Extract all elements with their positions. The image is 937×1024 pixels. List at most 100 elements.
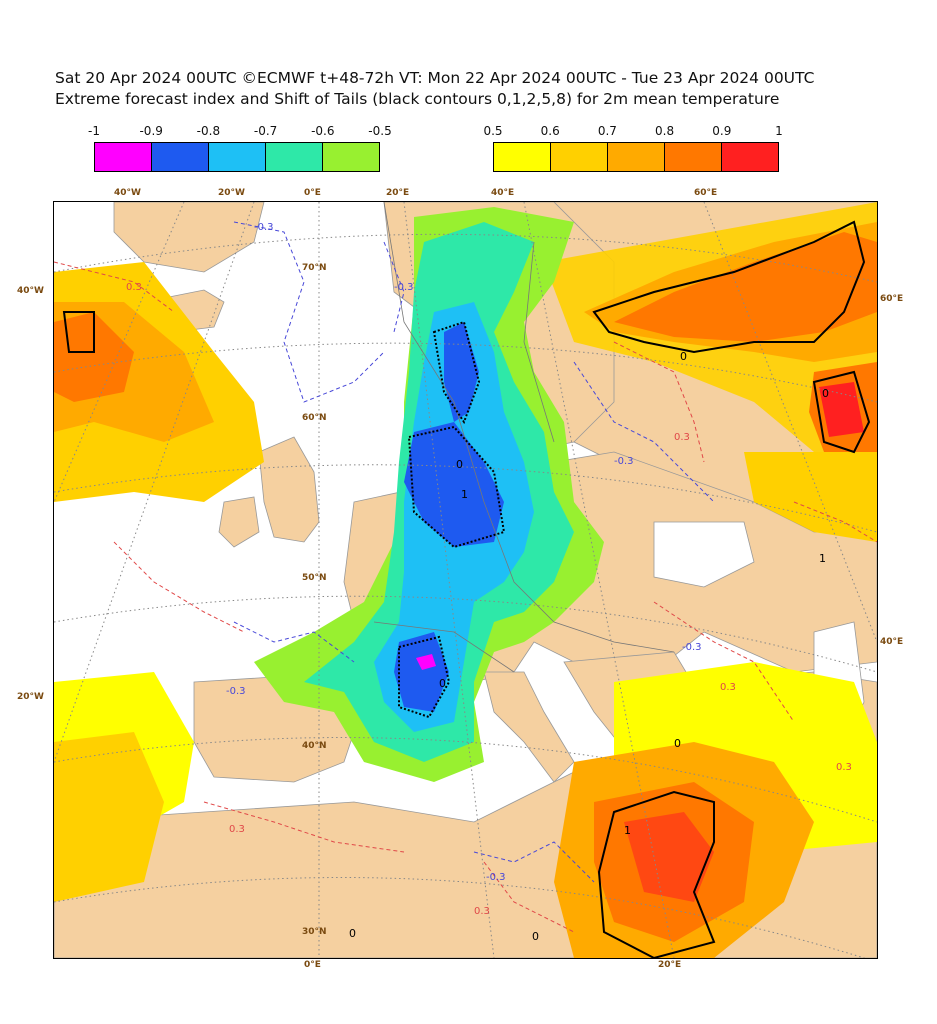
efi-labels: -0.3 -0.3 -0.3 -0.3 0.3 0.3 0.3 -0.3 -0.… [126,222,852,917]
sot-label: 1 [461,488,468,501]
legend-color-swatch [323,143,379,171]
title-line-2: Extreme forecast index and Shift of Tail… [55,90,780,108]
efi-contour-negative [233,621,355,663]
top-axis-label: 0°E [304,188,321,198]
sot-label: 0 [680,350,687,363]
efi-contour-positive [54,261,175,313]
warm-area-libya-egypt [624,812,714,902]
legend-tick-label: 0.6 [540,124,560,138]
legend-tick-label: -0.6 [311,124,335,138]
efi-label: -0.3 [614,456,634,467]
legend-tick-label: 0.5 [483,124,503,138]
efi-label: 0.3 [229,824,245,835]
legend-color-swatch [209,143,266,171]
efi-contour-negative [383,241,405,333]
top-axis-label: 20°W [218,188,245,198]
efi-label: 0.3 [720,682,736,693]
greenland [113,202,265,273]
efi-label: -0.3 [226,686,246,697]
borders [373,202,675,673]
efi-contour-positive [483,861,575,933]
efi-label: 0.3 [674,432,690,443]
top-axis-label: 40°E [491,188,515,198]
warm-legend-bar [493,142,779,172]
efi-map: 0 0 0 1 1 0 0 0 1 0 -0.3 -0.3 -0.3 -0.3 … [53,201,878,959]
graticule [54,202,877,958]
italy-land [483,671,575,783]
legend-tick-label: -1 [88,124,100,138]
sot-contour [592,220,866,354]
efi-label: -0.3 [394,282,414,293]
legend-color-swatch [665,143,722,171]
legend-tick-label: 0.7 [597,124,617,138]
left-axis-label: 20°W [17,692,44,702]
efi-contour-positive [653,601,795,723]
sot-contour [62,311,95,353]
uk-island [258,436,320,543]
warm-area-central-asia [744,452,877,542]
sot-label: 0 [674,737,681,750]
sot-label: 0 [439,677,446,690]
top-axis-label: 60°E [694,188,718,198]
warm-anomaly-areas [54,202,877,958]
efi-contour-negative [473,841,595,883]
sot-label: 1 [819,552,826,565]
sot-contour [398,635,451,719]
efi-label: -0.3 [254,222,274,233]
sot-label: 0 [822,387,829,400]
efi-label: 0.3 [474,906,490,917]
efi-contour-positive [113,541,245,633]
warm-area-russia [614,232,877,342]
sot-label: 1 [624,824,631,837]
efi-contour-positive [793,501,877,543]
warm-legend: 0.5 0.6 0.7 0.8 0.9 1 [483,124,783,172]
legend-color-swatch [494,143,551,171]
sot-contour [407,425,506,549]
lat-label: 50°N [302,573,327,583]
efi-contours [54,221,877,933]
legend-color-swatch [722,143,778,171]
cold-area-magenta [416,654,436,670]
legend-color-swatch [608,143,665,171]
efi-contour-negative [573,361,715,503]
right-axis-label: 60°E [880,294,904,304]
legend-color-swatch [551,143,608,171]
lat-labels: 70°N 60°N 50°N 40°N 30°N [302,263,327,937]
black-sea [653,521,755,588]
legend-color-swatch [266,143,323,171]
cold-anomaly-areas [254,207,604,782]
legend-tick-label: 0.8 [655,124,675,138]
efi-contour-positive [203,801,405,853]
legend-tick-label: -0.7 [253,124,278,138]
top-axis-label: 40°W [114,188,141,198]
warm-legend-ticks: 0.5 0.6 0.7 0.8 0.9 1 [483,124,782,140]
sot-contours [62,220,871,958]
warm-area-atlantic [54,312,134,402]
top-axis-label: 20°E [386,188,410,198]
map-canvas: 0 0 0 1 1 0 0 0 1 0 -0.3 -0.3 -0.3 -0.3 … [54,202,877,958]
sot-label: 0 [532,930,539,943]
cold-area-blue [404,422,504,547]
bottom-axis-label: 20°E [658,960,682,970]
sot-label: 0 [456,458,463,471]
lat-label: 40°N [302,741,327,751]
efi-label: 0.3 [836,762,852,773]
legend-tick-label: 1 [775,124,783,138]
title-line-1: Sat 20 Apr 2024 00UTC ©ECMWF t+48-72h VT… [55,69,815,87]
bottom-axis-label: 0°E [304,960,321,970]
sot-contour [597,790,716,958]
lat-label: 70°N [302,263,327,273]
warm-area-russia-east [819,382,864,437]
legend-tick-label: -0.8 [196,124,221,138]
legend-color-swatch [95,143,152,171]
left-axis-label: 40°W [17,286,44,296]
lat-label: 30°N [302,927,327,937]
map-title: Sat 20 Apr 2024 00UTC ©ECMWF t+48-72h VT… [55,68,814,110]
legend-tick-label: 0.9 [712,124,732,138]
efi-contour-positive [613,341,705,463]
legend-color-swatch [152,143,209,171]
cold-legend-ticks: -1 -0.9 -0.8 -0.7 -0.6 -0.5 [88,124,392,140]
efi-contour-negative [233,221,385,403]
right-axis-label: 40°E [880,637,904,647]
ireland-island [218,496,260,548]
